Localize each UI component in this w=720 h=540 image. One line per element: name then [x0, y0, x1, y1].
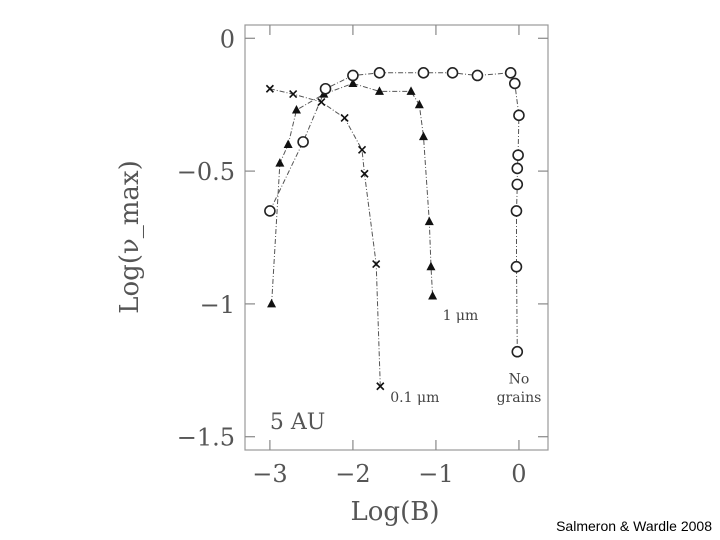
point-no-grains — [319, 82, 332, 95]
series-markers — [264, 67, 525, 391]
y-tick-label: −1.5 — [177, 424, 235, 452]
point-no-grains — [513, 109, 525, 122]
y-tick-label: 0 — [220, 25, 235, 53]
y-axis-title: Log(ν_max) — [115, 160, 145, 313]
point-1-m — [283, 139, 293, 149]
point-0-1-m — [265, 84, 274, 93]
point-no-grains — [417, 67, 430, 79]
x-tick-label: −2 — [335, 460, 370, 488]
annotation-label: 1 μm — [443, 308, 479, 324]
point-no-grains — [510, 205, 523, 217]
point-1-m — [424, 216, 434, 226]
point-1-m — [426, 261, 436, 271]
point-0-1-m — [360, 169, 369, 178]
x-tick-label: −3 — [252, 460, 287, 488]
point-no-grains — [264, 205, 276, 217]
point-no-grains — [510, 260, 523, 273]
point-1-m — [418, 131, 428, 141]
point-no-grains — [511, 162, 524, 175]
point-no-grains — [511, 178, 524, 191]
annotation-label: grains — [497, 390, 542, 406]
point-no-grains — [504, 67, 517, 79]
y-tick-label: −1 — [200, 291, 235, 319]
x-axis-title: Log(B) — [351, 497, 440, 527]
y-tick-labels: 0 −0.5 −1 −1.5 — [177, 25, 235, 451]
point-1-m — [267, 298, 277, 308]
point-0-1-m — [376, 382, 385, 391]
point-0-1-m — [317, 97, 326, 107]
point-no-grains — [508, 77, 521, 90]
point-0-1-m — [340, 113, 349, 123]
point-no-grains — [297, 136, 309, 148]
point-1-m — [414, 99, 424, 109]
y-tick-label: −0.5 — [177, 158, 235, 186]
annotations: 5 AU 1 μm 0.1 μm No grains — [270, 308, 541, 435]
axis-ticks — [245, 25, 548, 450]
x-tick-label: 0 — [511, 460, 526, 488]
plot-frame — [244, 24, 549, 451]
point-1-m — [348, 78, 358, 87]
point-1-m — [374, 86, 384, 95]
point-1-m — [428, 290, 438, 300]
point-0-1-m — [357, 145, 367, 154]
series-lines — [269, 72, 520, 387]
x-tick-labels: −3 −2 −1 0 — [252, 460, 526, 488]
point-no-grains — [512, 149, 524, 161]
series-line-no-grains — [269, 72, 520, 352]
series-line-1-m — [271, 82, 434, 304]
point-1-m — [406, 86, 416, 95]
point-no-grains — [471, 69, 484, 82]
point-no-grains — [511, 345, 524, 358]
point-0-1-m — [289, 89, 298, 99]
point-no-grains — [347, 69, 359, 82]
annotation-label: No — [509, 372, 530, 388]
point-1-m — [275, 158, 285, 167]
annotation-label: 0.1 μm — [390, 390, 439, 406]
point-0-1-m — [372, 259, 381, 269]
point-no-grains — [446, 67, 459, 79]
annotation-label: 5 AU — [270, 410, 325, 435]
x-tick-label: −1 — [418, 460, 453, 488]
point-no-grains — [373, 67, 386, 79]
point-1-m — [291, 105, 301, 114]
source-credit: Salmeron & Wardle 2008 — [556, 518, 712, 534]
series-line-0-1-m — [269, 88, 381, 387]
